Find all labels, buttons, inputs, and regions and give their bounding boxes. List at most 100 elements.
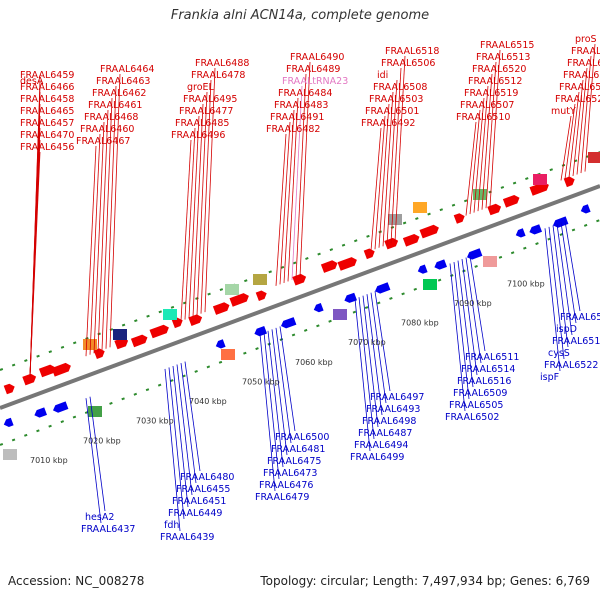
gene-label: FRAAL6479 (255, 492, 309, 503)
gene-label: ispF (540, 372, 559, 383)
topology-text: Topology: circular; Length: 7,497,934 bp… (260, 574, 590, 588)
gene-label: FRAAL6496 (171, 130, 225, 141)
gene-label: FRAAL6484 (278, 88, 332, 99)
label-leader-line (461, 259, 478, 376)
feature-box (88, 406, 102, 417)
gene-label: FRAAL6492 (361, 118, 415, 129)
forward-gene-arrow (51, 362, 71, 377)
forward-gene-arrow (171, 317, 183, 329)
forward-gene-arrow (402, 234, 420, 247)
forward-gene-arrow (363, 248, 375, 260)
gene-label: FRAAL6515 (480, 40, 534, 51)
gene-label: FRAAL6439 (160, 532, 214, 543)
label-leader-line (89, 396, 106, 512)
label-leader-line (101, 97, 113, 351)
gene-label: FRAAL6518 (385, 46, 439, 57)
reverse-gene-arrow (281, 317, 297, 329)
forward-gene-arrow (320, 260, 338, 273)
label-leader-line (552, 225, 569, 348)
label-leader-line (196, 91, 208, 316)
feature-box (483, 256, 497, 267)
map-title: Frankia alni ACN14a, complete genome (170, 8, 430, 23)
feature-box (423, 279, 437, 290)
gene-label: proS (575, 34, 597, 45)
kbp-scale-label: 7090 kbp (454, 299, 492, 308)
forward-gene-arrow (22, 373, 37, 386)
feature-box (83, 339, 97, 350)
label-leader-line (263, 332, 280, 480)
gene-label: FRAAL6482 (266, 124, 320, 135)
gene-label: FRAAL6490 (290, 52, 344, 63)
label-leader-line (580, 55, 592, 174)
label-leader-line (259, 333, 276, 492)
gene-label: hesA2 (85, 512, 114, 523)
label-leader-line (176, 364, 193, 496)
kbp-scale-label: 7070 kbp (348, 338, 386, 347)
reverse-gene-arrow (313, 303, 324, 313)
gene-label: FRAAL6509 (453, 388, 507, 399)
label-leader-line (267, 330, 284, 468)
gene-label: FRAAL6502 (445, 412, 499, 423)
reverse-gene-arrow (467, 248, 483, 260)
forward-gene-arrow (255, 290, 267, 301)
gene-label: FRAAL6503 (369, 94, 423, 105)
forward-gene-arrow (188, 314, 203, 326)
gene-label: FRAAL6499 (350, 452, 404, 463)
gene-label: FRAAL6478 (191, 70, 245, 81)
label-leader-line (275, 327, 292, 444)
gene-label: FRAAL6528 (555, 94, 600, 105)
kbp-scale-label: 7020 kbp (83, 436, 121, 445)
feature-box (388, 214, 402, 225)
label-leader-line (97, 109, 109, 352)
gene-label: FRAAL6468 (84, 112, 138, 123)
gene-label: FRAAL6493 (366, 404, 420, 415)
label-leader-line (105, 85, 117, 349)
forward-gene-arrow (149, 324, 169, 339)
label-leader-line (295, 73, 307, 279)
label-leader-line (192, 103, 204, 317)
gene-label: FRAAL6437 (81, 524, 135, 535)
forward-gene-arrow (384, 237, 399, 250)
feature-box (413, 202, 427, 213)
gene-label: FRAAL6498 (362, 416, 416, 427)
label-leader-line (564, 220, 581, 312)
label-leader-line (370, 127, 382, 251)
gene-label: FRAALtRNA23 (282, 76, 348, 87)
gene-label: FRAAL6514 (461, 364, 515, 375)
feature-box (113, 329, 127, 340)
gene-label: FRAAL6522 (544, 360, 598, 371)
label-leader-line (168, 367, 185, 520)
forward-gene-arrow (3, 383, 15, 395)
gene-label: desA (20, 76, 44, 87)
label-leader-line (287, 97, 299, 282)
label-leader-line (556, 223, 573, 336)
gene-label: FRAAL6483 (274, 100, 328, 111)
forward-gene-arrow (38, 364, 56, 378)
label-leader-line (200, 79, 212, 314)
label-leader-line (358, 297, 375, 440)
kbp-scale-label: 7100 kbp (507, 279, 545, 288)
kbp-scale-label: 7030 kbp (136, 417, 174, 426)
gene-label: FRAAL6494 (354, 440, 408, 451)
label-leader-line (469, 256, 486, 352)
gene-label: FRAAL6519 (464, 88, 518, 99)
label-leader-line (382, 91, 394, 247)
gene-label: FRAAL6449 (168, 508, 222, 519)
gene-label: FRAAL6458 (20, 94, 74, 105)
label-leader-line (485, 61, 497, 209)
label-leader-line (465, 257, 482, 364)
label-leader-line (564, 103, 576, 180)
feature-box (225, 284, 239, 295)
forward-gene-arrow (453, 213, 465, 224)
gene-label: FRAAL6473 (263, 468, 317, 479)
forward-gene-arrow (502, 195, 520, 208)
gene-label: FRAAL6529 (559, 82, 600, 93)
label-leader-line (449, 263, 466, 412)
label-leader-line (489, 49, 501, 207)
gene-label: FRAAL6511 (465, 352, 519, 363)
label-leader-line (374, 115, 386, 250)
forward-gene-arrow (114, 337, 129, 350)
forward-gene-arrow (212, 302, 230, 315)
reverse-gene-arrow (254, 326, 267, 337)
feature-box (253, 274, 267, 285)
